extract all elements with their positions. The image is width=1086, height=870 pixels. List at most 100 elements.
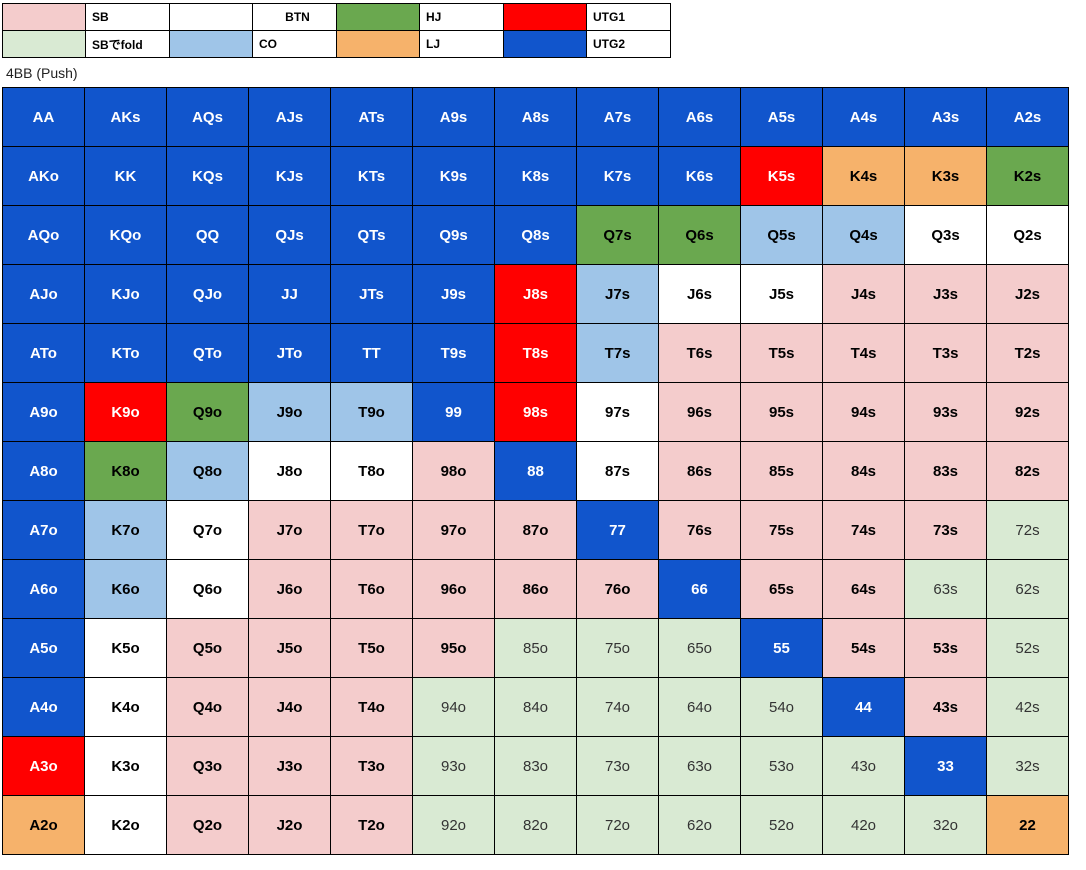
hand-cell: 32s	[986, 736, 1069, 796]
hand-cell: 76s	[658, 500, 741, 560]
hand-cell: Q5s	[740, 205, 823, 265]
hand-cell: J8o	[248, 441, 331, 501]
grid-row: ATo KTo QTo JTo TT T9s T8s T7s T6s T5s T4s T3s T2s	[2, 323, 1069, 383]
hand-cell: 83s	[904, 441, 987, 501]
hand-cell: 72s	[986, 500, 1069, 560]
hand-cell: T5s	[740, 323, 823, 383]
hand-cell: 82s	[986, 441, 1069, 501]
hand-cell: A5o	[2, 618, 85, 678]
legend-swatch	[336, 3, 420, 31]
hand-cell: 87s	[576, 441, 659, 501]
hand-cell: 73o	[576, 736, 659, 796]
hand-cell: T4s	[822, 323, 905, 383]
hand-cell: T7s	[576, 323, 659, 383]
hand-cell: 95o	[412, 618, 495, 678]
hand-cell: K4s	[822, 146, 905, 206]
hand-cell: A6o	[2, 559, 85, 619]
hand-cell: T9s	[412, 323, 495, 383]
hand-cell: 42s	[986, 677, 1069, 737]
hand-cell: 74o	[576, 677, 659, 737]
hand-cell: 64s	[822, 559, 905, 619]
hand-cell: 86s	[658, 441, 741, 501]
hand-cell: A8s	[494, 87, 577, 147]
hand-cell: Q9o	[166, 382, 249, 442]
hand-cell: 53o	[740, 736, 823, 796]
hand-cell: 93o	[412, 736, 495, 796]
hand-cell: Q6o	[166, 559, 249, 619]
hand-cell: A9o	[2, 382, 85, 442]
legend-label: CO	[252, 30, 337, 58]
hand-cell: Q9s	[412, 205, 495, 265]
hand-cell: 97s	[576, 382, 659, 442]
hand-cell: J6o	[248, 559, 331, 619]
hand-cell: Q6s	[658, 205, 741, 265]
hand-cell: 33	[904, 736, 987, 796]
grid-row: A2o K2o Q2o J2o T2o 92o 82o 72o 62o 52o 42o 32o 22	[2, 795, 1069, 855]
hand-cell: K5s	[740, 146, 823, 206]
legend-swatch	[169, 3, 253, 31]
hand-cell: J6s	[658, 264, 741, 324]
hand-cell: J7o	[248, 500, 331, 560]
legend-row: SB BTN HJ UTG1	[2, 3, 671, 31]
hand-cell: J8s	[494, 264, 577, 324]
hand-cell: Q7s	[576, 205, 659, 265]
hand-cell: 52s	[986, 618, 1069, 678]
hand-cell: K3o	[84, 736, 167, 796]
hand-cell: T4o	[330, 677, 413, 737]
hand-cell: J2s	[986, 264, 1069, 324]
hand-range-grid: AA AKs AQs AJs ATs A9s A8s A7s A6s A5s A4s A3s A2s AK…	[2, 87, 1069, 855]
hand-cell: 62o	[658, 795, 741, 855]
hand-cell: Q2o	[166, 795, 249, 855]
hand-cell: A8o	[2, 441, 85, 501]
grid-row: AA AKs AQs AJs ATs A9s A8s A7s A6s A5s A4s A3s A2s	[2, 87, 1069, 147]
legend-label: LJ	[419, 30, 504, 58]
hand-cell: 42o	[822, 795, 905, 855]
hand-cell: JTs	[330, 264, 413, 324]
hand-cell: T5o	[330, 618, 413, 678]
hand-cell: 92o	[412, 795, 495, 855]
legend-label: BTN	[252, 3, 337, 31]
hand-cell: QTo	[166, 323, 249, 383]
legend-label: UTG1	[586, 3, 671, 31]
hand-cell: ATo	[2, 323, 85, 383]
hand-cell: Q5o	[166, 618, 249, 678]
hand-cell: K7o	[84, 500, 167, 560]
hand-cell: 83o	[494, 736, 577, 796]
hand-cell: Q8s	[494, 205, 577, 265]
legend-label: UTG2	[586, 30, 671, 58]
hand-cell: 85s	[740, 441, 823, 501]
legend-swatch	[169, 30, 253, 58]
hand-cell: 76o	[576, 559, 659, 619]
hand-cell: 82o	[494, 795, 577, 855]
grid-row: A8o K8o Q8o J8o T8o 98o 88 87s 86s 85s 84s 83s 82s	[2, 441, 1069, 501]
hand-cell: JJ	[248, 264, 331, 324]
hand-cell: K6s	[658, 146, 741, 206]
hand-cell: KTs	[330, 146, 413, 206]
hand-cell: 84s	[822, 441, 905, 501]
range-title: 4BB (Push)	[6, 65, 78, 81]
legend-label: SB	[85, 3, 170, 31]
hand-cell: QJo	[166, 264, 249, 324]
hand-cell: T9o	[330, 382, 413, 442]
legend-swatch	[503, 30, 587, 58]
hand-cell: 88	[494, 441, 577, 501]
hand-cell: J4s	[822, 264, 905, 324]
hand-cell: A7s	[576, 87, 659, 147]
hand-cell: QJs	[248, 205, 331, 265]
hand-cell: QQ	[166, 205, 249, 265]
hand-cell: 52o	[740, 795, 823, 855]
hand-cell: K8s	[494, 146, 577, 206]
legend-label: SBでfold	[85, 30, 170, 58]
grid-row: A6o K6o Q6o J6o T6o 96o 86o 76o 66 65s 64s 63s 62s	[2, 559, 1069, 619]
hand-cell: Q4s	[822, 205, 905, 265]
hand-cell: J3s	[904, 264, 987, 324]
hand-cell: 43o	[822, 736, 905, 796]
legend-swatch	[503, 3, 587, 31]
hand-cell: 63s	[904, 559, 987, 619]
hand-cell: A3o	[2, 736, 85, 796]
hand-cell: AJs	[248, 87, 331, 147]
hand-cell: Q3o	[166, 736, 249, 796]
hand-cell: Q8o	[166, 441, 249, 501]
hand-cell: 44	[822, 677, 905, 737]
grid-row: A9o K9o Q9o J9o T9o 99 98s 97s 96s 95s 94s 93s 92s	[2, 382, 1069, 442]
